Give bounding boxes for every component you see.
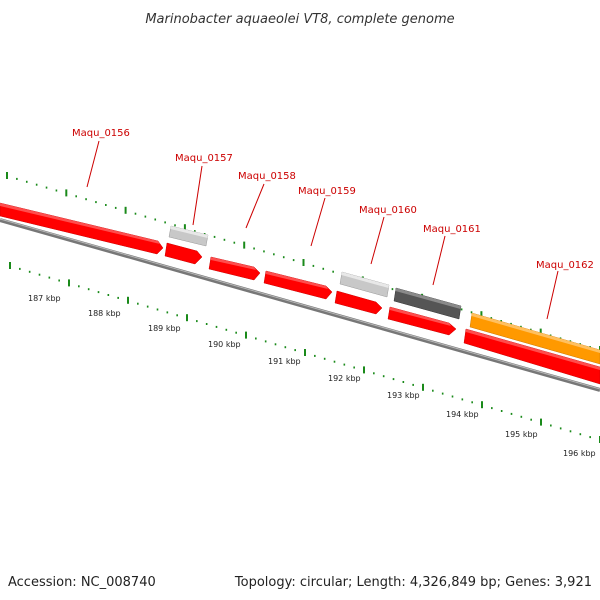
gene-label-maqu-0156[interactable]: Maqu_0156: [72, 128, 130, 139]
scale-label: 196 kbp: [563, 449, 596, 458]
gene-maqu-0159[interactable]: [263, 270, 333, 300]
genome-summary-text: Topology: circular; Length: 4,326,849 bp…: [234, 575, 592, 590]
scale-label: 195 kbp: [505, 430, 538, 439]
gene-maqu-0162[interactable]: [469, 312, 600, 365]
gene-label-maqu-0157[interactable]: Maqu_0157: [175, 153, 233, 164]
accession-text: Accession: NC_008740: [8, 575, 156, 590]
scale-label: 187 kbp: [28, 294, 61, 303]
gene-maqu-0160[interactable]: [339, 271, 390, 298]
gene-maqu-0162-reverse[interactable]: [463, 328, 600, 385]
gene-maqu-0161-reverse[interactable]: [387, 306, 457, 336]
gene-maqu-0156[interactable]: [0, 202, 164, 255]
scale-labels: 187 kbp 188 kbp 189 kbp 190 kbp 191 kbp …: [28, 294, 596, 458]
gene-maqu-0160-reverse[interactable]: [334, 290, 383, 315]
gene-labels: Maqu_0156 Maqu_0157 Maqu_0158 Maqu_0159 …: [72, 128, 594, 320]
scale-label: 190 kbp: [208, 340, 241, 349]
gene-label-maqu-0158[interactable]: Maqu_0158: [238, 171, 296, 182]
scale-label: 192 kbp: [328, 374, 361, 383]
inner-tick-row: [9, 262, 600, 443]
genome-backbone: [0, 218, 600, 392]
gene-label-maqu-0159[interactable]: Maqu_0159: [298, 186, 356, 197]
gene-label-maqu-0160[interactable]: Maqu_0160: [359, 205, 417, 216]
scale-label: 193 kbp: [387, 391, 420, 400]
scale-label: 189 kbp: [148, 324, 181, 333]
scale-label: 194 kbp: [446, 410, 479, 419]
gene-label-maqu-0162[interactable]: Maqu_0162: [536, 260, 594, 271]
scale-label: 188 kbp: [88, 309, 121, 318]
gene-maqu-0161[interactable]: [393, 287, 462, 320]
gene-maqu-0157-reverse[interactable]: [164, 242, 203, 265]
gene-maqu-0158[interactable]: [208, 256, 261, 281]
gene-maqu-0157[interactable]: [168, 225, 209, 247]
scale-label: 191 kbp: [268, 357, 301, 366]
map-title: Marinobacter aquaeolei VT8, complete gen…: [145, 12, 454, 27]
gene-label-maqu-0161[interactable]: Maqu_0161: [423, 224, 481, 235]
gene-track: [0, 202, 600, 385]
